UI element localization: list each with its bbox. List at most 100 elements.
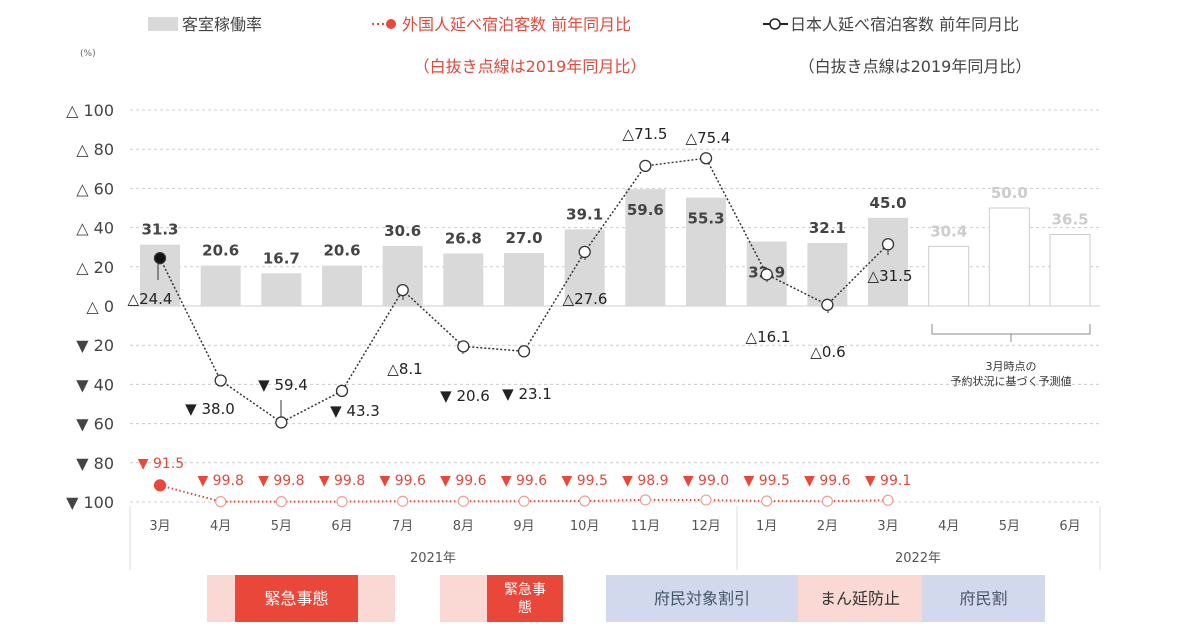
japanese-point [335,384,349,398]
japanese-label: △27.6 [563,290,608,308]
foreign-point [397,495,409,507]
x-tick-label: 3月 [149,519,170,534]
legend-japanese-label: 日本人延べ宿泊客数 前年同月比 [790,15,1019,34]
bar-label: 45.0 [870,194,907,212]
bar-label: 59.6 [627,201,664,219]
japanese-label: △0.6 [810,343,845,361]
bar [504,253,545,306]
legend-bar-label: 客室稼働率 [182,15,262,34]
x-tick-label: 2月 [817,519,838,534]
x-tick-label: 5月 [271,519,292,534]
japanese-point [881,238,895,251]
period-discount: 府民対象割引 [606,575,798,622]
x-tick-label: 6月 [1059,519,1080,534]
foreign-point [518,495,530,507]
foreign-point [761,495,773,507]
foreign-point [579,495,591,507]
foreign-point [700,494,712,506]
japanese-point [457,340,470,353]
bar [443,253,484,306]
foreign-label: ▼ 99.6 [804,473,850,489]
y-tick-label: ▼ 40 [76,375,114,394]
y-tick-label: ▼ 80 [76,454,114,473]
japanese-label: ▼ 43.3 [330,402,380,420]
bar [261,273,302,306]
x-tick-label: 7月 [392,519,413,534]
bar-label: 55.3 [688,210,725,228]
bar-label: 30.6 [384,222,421,240]
foreign-label: ▼ 99.0 [683,473,729,489]
y-unit-label: (%) [80,49,96,59]
foreign-label: ▼ 99.5 [744,473,790,489]
foreign-label: ▼ 99.6 [501,473,547,489]
x-tick-label: 9月 [513,519,534,534]
x-tick-label: 1月 [756,519,777,534]
legend-foreign-note: （白抜き点線は2019年同月比） [414,57,647,76]
bar-label: 30.4 [930,222,967,240]
japanese-point [153,252,167,265]
foreign-label: ▼ 99.6 [440,473,486,489]
japanese-label: △16.1 [746,328,791,346]
foreign-point [215,496,227,508]
legend-foreign-marker [386,19,396,29]
japanese-label: △71.5 [623,125,668,143]
x-tick-label: 6月 [331,519,352,534]
japanese-point [214,374,227,387]
japanese-label: △31.5 [868,267,913,285]
foreign-point [457,495,469,507]
japanese-point [396,283,409,297]
y-tick-label: △ 60 [76,179,114,198]
foreign-label: ▼ 99.6 [379,473,425,489]
foreign-label: ▼ 99.8 [258,473,304,489]
japanese-point [578,245,591,259]
x-tick-label: 4月 [210,519,231,534]
bar-label: 36.5 [1052,210,1089,228]
bar [200,265,241,306]
bar [322,265,363,306]
japanese-point [275,416,288,429]
forecast-bracket [931,324,1091,342]
japanese-label: ▼ 20.6 [440,387,490,405]
period-emergency-1: 緊急事態 [235,575,358,622]
bar [988,207,1030,307]
foreign-point [821,495,833,507]
x-tick-label: 10月 [570,519,600,534]
bar [1049,233,1091,307]
bar [807,243,848,306]
y-tick-label: ▼ 100 [66,493,114,512]
japanese-label: △75.4 [686,129,731,147]
period-emergency-2: 緊急事 態 [487,575,563,622]
bar [928,245,970,307]
foreign-label: ▼ 98.9 [622,473,668,489]
x-tick-label: 12月 [691,519,721,534]
bar-label: 16.7 [263,249,300,267]
y-tick-label: △ 0 [86,297,114,316]
forecast-note: 予約状況に基づく予測値 [951,374,1072,388]
foreign-point [336,496,348,508]
bar [868,217,909,306]
japanese-label: ▼ 23.1 [502,385,552,403]
period-semi-emergency: まん延防止 [798,575,922,622]
bar-label: 31.3 [141,221,178,239]
foreign-label: ▼ 99.8 [197,473,243,489]
y-tick-label: △ 100 [66,101,114,120]
bar-label: 50.0 [991,184,1028,202]
foreign-label: ▼ 91.5 [138,456,184,472]
japanese-label: ▼ 38.0 [185,400,235,418]
japanese-point [517,345,531,358]
period-prefecture-discount: 府民割 [922,575,1045,622]
bar-label: 26.8 [445,229,482,247]
foreign-label: ▼ 99.1 [865,473,911,489]
legend-japanese-marker [769,18,781,30]
legend-japanese-note: （白抜き点線は2019年同月比） [799,57,1032,76]
bar-label: 32.1 [809,219,846,237]
bar-label: 20.6 [324,242,361,260]
bar [686,197,727,306]
year-label: 2022年 [895,551,941,566]
japanese-label: △8.1 [387,360,422,378]
japanese-label: △24.4 [128,290,173,308]
y-tick-label: △ 40 [76,219,114,238]
legend-foreign-label: 外国人延べ宿泊客数 前年同月比 [402,15,631,34]
